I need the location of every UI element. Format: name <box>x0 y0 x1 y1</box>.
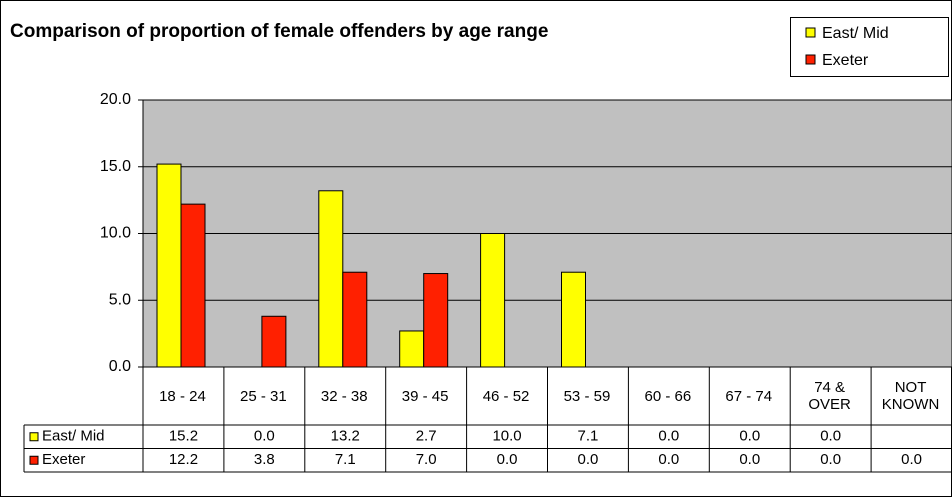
x-tick-label: 53 - 59 <box>563 387 611 405</box>
data-label: 0.0 <box>820 451 841 468</box>
legend-swatch <box>805 54 816 65</box>
x-tick-label: 25 - 31 <box>239 387 287 405</box>
data-label: 7.1 <box>578 428 599 445</box>
bar <box>156 163 182 368</box>
table-row-label: East/ Mid <box>42 428 105 445</box>
y-tick-label: 0.0 <box>109 358 131 375</box>
data-label: 7.1 <box>335 451 356 468</box>
y-tick-label: 5.0 <box>109 291 131 308</box>
x-tick-label: 74 & OVER <box>808 379 851 413</box>
x-tick-label: 67 - 74 <box>725 387 773 405</box>
legend-label: East/ Mid <box>822 25 889 42</box>
y-tick-label: 20.0 <box>100 91 131 108</box>
table-swatch <box>29 432 39 442</box>
bar <box>399 330 425 368</box>
x-tick-label: 18 - 24 <box>159 387 206 405</box>
x-tick-label: 39 - 45 <box>401 387 449 405</box>
data-label: 7.0 <box>416 451 437 468</box>
table-row-label: Exeter <box>42 451 85 468</box>
data-label: 3.8 <box>254 451 275 468</box>
data-label: 0.0 <box>254 428 275 445</box>
data-label: 0.0 <box>578 451 599 468</box>
data-label: 2.7 <box>416 428 437 445</box>
chart-title: Comparison of proportion of female offen… <box>10 21 548 42</box>
data-label: 12.2 <box>169 451 198 468</box>
x-tick-label: 46 - 52 <box>482 387 530 405</box>
x-tick-label: 32 - 38 <box>320 387 368 405</box>
bar <box>342 271 368 368</box>
table-swatch <box>29 455 39 465</box>
data-label: 0.0 <box>820 428 841 445</box>
data-label: 13.2 <box>331 428 360 445</box>
legend-box <box>790 17 949 77</box>
data-label: 0.0 <box>901 451 922 468</box>
bar <box>561 271 586 368</box>
data-label: 0.0 <box>739 428 760 445</box>
bar <box>423 273 449 368</box>
x-tick-label: NOT KNOWN <box>881 379 940 413</box>
data-label: 0.0 <box>658 451 679 468</box>
bar <box>480 233 506 368</box>
data-label: 10.0 <box>492 428 521 445</box>
data-label: 0.0 <box>739 451 760 468</box>
data-label: 0.0 <box>497 451 518 468</box>
bar <box>318 190 344 368</box>
data-label: 0.0 <box>658 428 679 445</box>
bar <box>261 315 287 368</box>
bar <box>180 203 206 368</box>
legend-label: Exeter <box>822 52 869 69</box>
y-tick-label: 10.0 <box>100 225 131 242</box>
legend-swatch <box>805 27 816 38</box>
data-label: 15.2 <box>169 428 198 445</box>
x-tick-label: 60 - 66 <box>644 387 692 405</box>
y-tick-label: 15.0 <box>100 158 131 175</box>
